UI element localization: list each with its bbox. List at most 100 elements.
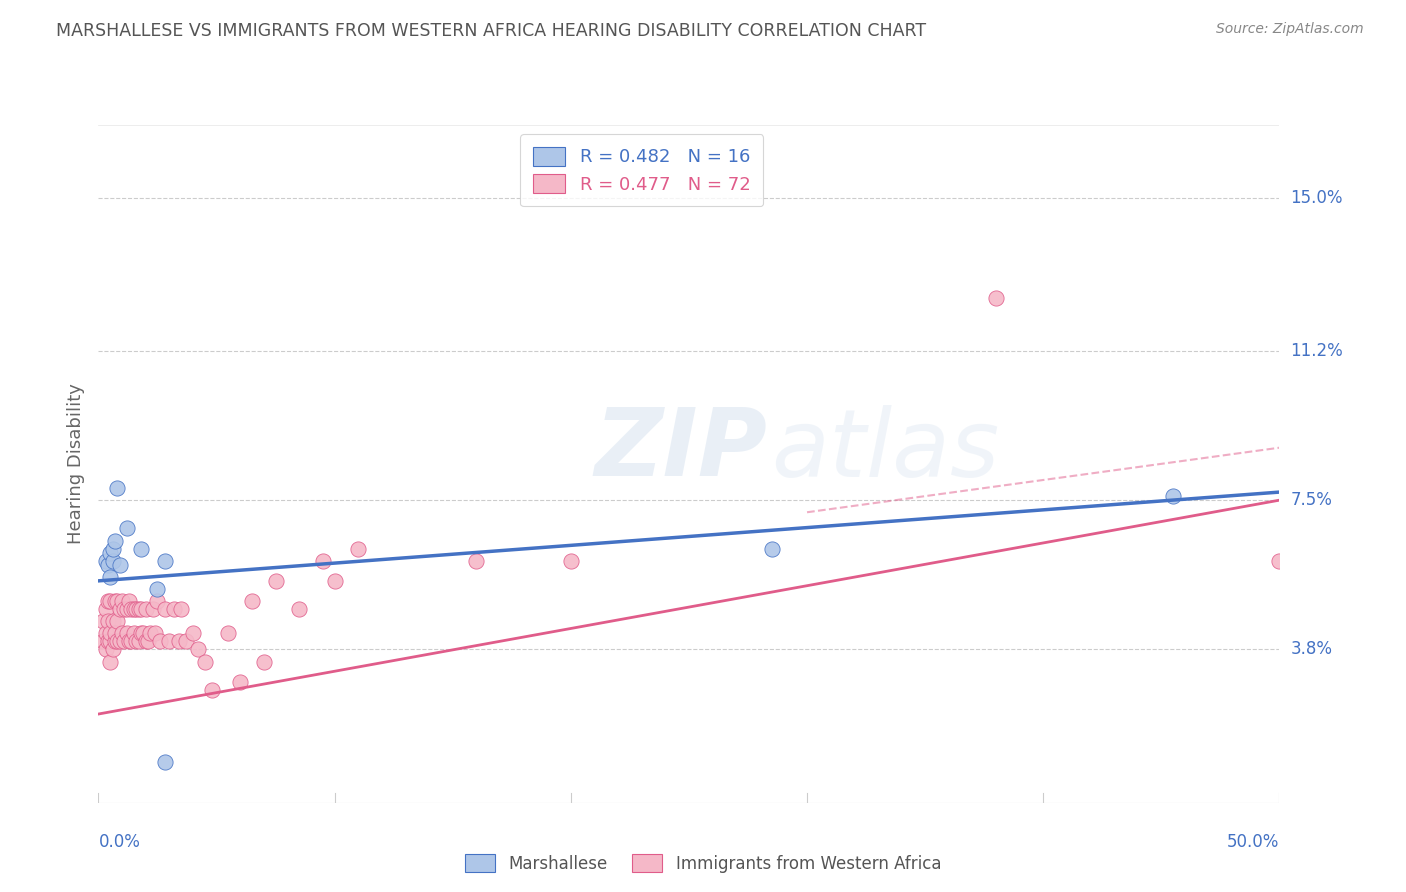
Point [1161, 489, 1184, 503]
Point [97, 594, 120, 608]
Point [194, 655, 217, 669]
Point [94, 554, 117, 568]
Text: MARSHALLESE VS IMMIGRANTS FROM WESTERN AFRICA HEARING DISABILITY CORRELATION CHA: MARSHALLESE VS IMMIGRANTS FROM WESTERN A… [56, 22, 927, 40]
Point [97, 634, 120, 648]
Point [312, 554, 335, 568]
Point [98, 626, 121, 640]
Point [101, 554, 124, 568]
Text: atlas: atlas [772, 405, 1000, 496]
Point [98, 570, 121, 584]
Point [136, 634, 159, 648]
Point [115, 602, 138, 616]
Point [98, 655, 121, 669]
Point [146, 594, 169, 608]
Point [288, 602, 311, 616]
Text: ZIP: ZIP [595, 404, 768, 496]
Point [101, 642, 124, 657]
Text: 15.0%: 15.0% [1291, 188, 1343, 207]
Point [465, 554, 488, 568]
Point [128, 634, 150, 648]
Point [97, 558, 120, 572]
Text: 0.0%: 0.0% [98, 833, 141, 851]
Point [761, 541, 783, 556]
Point [111, 594, 134, 608]
Point [146, 582, 169, 596]
Point [105, 481, 128, 495]
Point [104, 634, 127, 648]
Point [98, 594, 121, 608]
Point [129, 541, 152, 556]
Point [128, 602, 150, 616]
Point [153, 756, 176, 770]
Point [101, 614, 124, 628]
Point [181, 626, 204, 640]
Point [143, 626, 166, 640]
Point [170, 602, 193, 616]
Point [115, 626, 138, 640]
Point [108, 634, 131, 648]
Text: Source: ZipAtlas.com: Source: ZipAtlas.com [1216, 22, 1364, 37]
Point [125, 602, 148, 616]
Point [98, 634, 121, 648]
Point [105, 614, 128, 628]
Point [108, 558, 131, 572]
Point [153, 554, 176, 568]
Point [1268, 554, 1291, 568]
Point [347, 541, 370, 556]
Legend: Marshallese, Immigrants from Western Africa: Marshallese, Immigrants from Western Afr… [458, 847, 948, 880]
Point [105, 594, 128, 608]
Point [142, 602, 165, 616]
Point [94, 602, 117, 616]
Point [129, 626, 152, 640]
Point [560, 554, 582, 568]
Point [118, 594, 141, 608]
Point [217, 626, 239, 640]
Legend: R = 0.482   N = 16, R = 0.477   N = 72: R = 0.482 N = 16, R = 0.477 N = 72 [520, 134, 763, 206]
Text: 3.8%: 3.8% [1291, 640, 1333, 658]
Point [135, 602, 157, 616]
Point [104, 594, 127, 608]
Point [157, 634, 180, 648]
Point [111, 626, 134, 640]
Point [97, 614, 120, 628]
Point [101, 541, 124, 556]
Point [187, 642, 209, 657]
Point [112, 634, 135, 648]
Point [104, 533, 127, 548]
Point [167, 634, 190, 648]
Text: 50.0%: 50.0% [1227, 833, 1279, 851]
Point [174, 634, 197, 648]
Point [139, 626, 162, 640]
Point [122, 626, 145, 640]
Point [91, 634, 114, 648]
Point [121, 634, 143, 648]
Point [149, 634, 172, 648]
Point [163, 602, 186, 616]
Point [153, 602, 176, 616]
Point [264, 574, 287, 588]
Point [323, 574, 346, 588]
Point [129, 602, 152, 616]
Point [132, 626, 155, 640]
Point [94, 626, 117, 640]
Point [118, 634, 141, 648]
Y-axis label: Hearing Disability: Hearing Disability [66, 384, 84, 544]
Point [125, 634, 148, 648]
Point [112, 602, 135, 616]
Point [135, 634, 157, 648]
Point [240, 594, 263, 608]
Point [91, 614, 114, 628]
Point [201, 682, 224, 697]
Point [115, 521, 138, 535]
Point [253, 655, 276, 669]
Text: 11.2%: 11.2% [1291, 342, 1343, 359]
Point [121, 602, 143, 616]
Point [98, 546, 121, 560]
Point [122, 602, 145, 616]
Text: 7.5%: 7.5% [1291, 491, 1333, 509]
Point [229, 674, 252, 689]
Point [94, 642, 117, 657]
Point [984, 292, 1007, 306]
Point [105, 634, 128, 648]
Point [108, 602, 131, 616]
